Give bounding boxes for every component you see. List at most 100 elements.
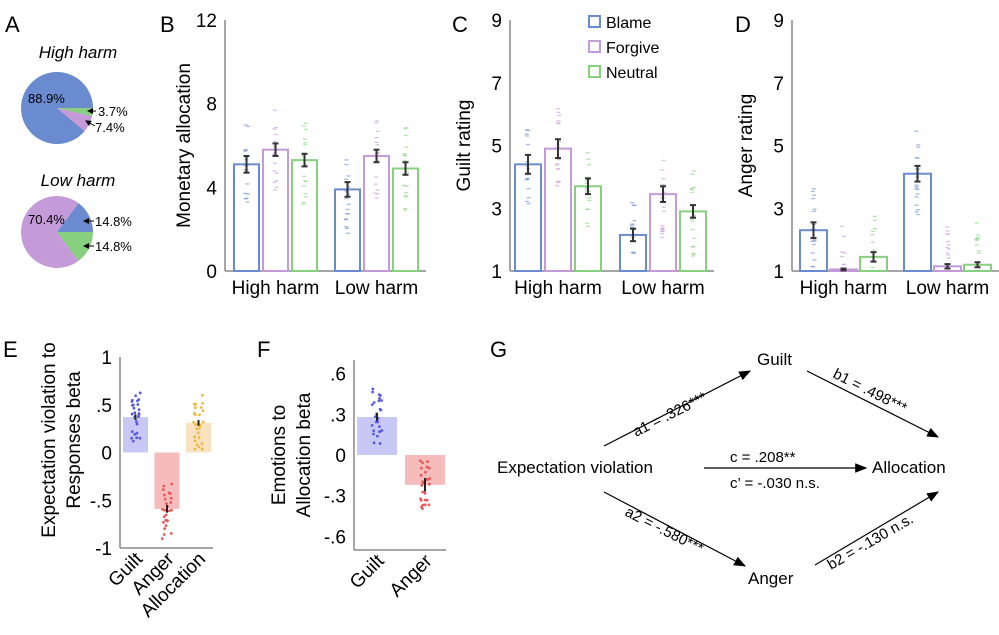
legend-label-neutral: Neutral: [606, 65, 658, 82]
pie-slice-neutral: [57, 108, 93, 117]
data-point: [870, 234, 875, 236]
data-point: [345, 227, 350, 230]
data-point: [425, 478, 429, 481]
legend-label-blame: Blame: [606, 15, 651, 32]
data-point: [812, 208, 817, 210]
data-point: [192, 420, 196, 424]
data-point: [303, 128, 308, 130]
data-point: [946, 248, 951, 250]
data-point: [585, 225, 590, 228]
pie-label: 70.4%: [28, 212, 65, 227]
data-point: [872, 215, 877, 218]
data-point: [915, 188, 920, 191]
data-point: [198, 426, 201, 430]
data-point: [404, 191, 409, 194]
data-point: [812, 239, 817, 241]
data-point: [167, 491, 171, 495]
y-tick-label: 9: [773, 11, 784, 32]
data-point: [201, 409, 205, 413]
data-point: [421, 490, 425, 494]
data-point: [200, 447, 204, 451]
data-point: [303, 143, 308, 146]
pie-slice-blame: [21, 72, 94, 144]
data-point: [194, 423, 198, 427]
x-tick-label: Anger: [386, 550, 437, 601]
data-point: [945, 254, 950, 256]
data-point: [914, 204, 919, 206]
y-tick-label: -1: [95, 539, 112, 560]
data-point: [419, 466, 423, 470]
data-point: [370, 403, 374, 407]
data-point: [163, 493, 166, 497]
data-point: [130, 436, 134, 440]
data-point: [273, 133, 278, 136]
y-tick-label: 12: [196, 11, 217, 32]
data-point: [811, 210, 816, 212]
data-point: [301, 125, 306, 127]
bar-forgive: [649, 193, 677, 273]
data-point: [945, 246, 950, 249]
data-point: [137, 408, 141, 412]
y-tick-label: 9: [491, 11, 502, 32]
data-point: [526, 188, 531, 190]
data-point: [526, 197, 531, 199]
data-point: [169, 531, 173, 535]
data-point: [192, 411, 196, 415]
pie-pointer: [85, 120, 96, 127]
data-point: [584, 187, 589, 189]
data-point: [133, 411, 137, 415]
data-point: [403, 128, 408, 130]
data-point: [631, 251, 636, 253]
data-point: [370, 424, 374, 427]
panel-label-d: D: [735, 12, 751, 37]
data-point: [196, 431, 200, 435]
y-tick-label: 7: [491, 74, 502, 95]
data-point: [274, 180, 279, 182]
y-tick-label: 0: [335, 446, 346, 467]
pie-slice-forgive: [21, 195, 79, 268]
data-point: [303, 193, 308, 195]
pie-label: 7.4%: [95, 120, 125, 135]
data-point: [660, 230, 665, 232]
data-point: [346, 203, 351, 205]
data-point: [872, 249, 877, 251]
data-point: [691, 237, 696, 239]
data-point: [661, 206, 666, 208]
data-point: [344, 178, 349, 180]
data-point: [946, 257, 951, 259]
pie-label: 14.8%: [95, 214, 132, 229]
data-point: [690, 220, 695, 222]
data-point: [374, 420, 378, 424]
data-point: [870, 266, 875, 269]
data-point: [404, 185, 409, 187]
pie-low-harm: [21, 195, 93, 268]
data-point: [660, 236, 665, 239]
y-axis-label: Responses beta: [64, 371, 85, 509]
data-point: [870, 241, 875, 243]
data-point: [163, 497, 167, 501]
data-point: [946, 233, 951, 235]
data-point: [557, 158, 562, 161]
data-point: [524, 129, 529, 131]
data-point: [403, 207, 408, 210]
data-point: [660, 228, 665, 230]
data-point: [162, 533, 166, 536]
data-point: [974, 222, 979, 224]
data-point: [660, 229, 665, 231]
data-point: [170, 482, 174, 486]
y-tick-label: 1: [773, 262, 784, 283]
data-point: [402, 184, 407, 187]
data-point: [524, 200, 529, 203]
data-point: [976, 252, 981, 254]
data-point: [660, 225, 665, 227]
data-point: [811, 188, 816, 190]
data-point: [375, 159, 380, 161]
data-point: [585, 176, 590, 178]
legend-swatch-blame: [588, 15, 601, 28]
data-point: [525, 143, 530, 146]
bar-neutral: [392, 167, 419, 272]
data-point: [201, 420, 205, 424]
y-axis-label: Guilt rating: [454, 100, 475, 192]
data-point: [302, 185, 307, 187]
data-point: [371, 390, 375, 394]
